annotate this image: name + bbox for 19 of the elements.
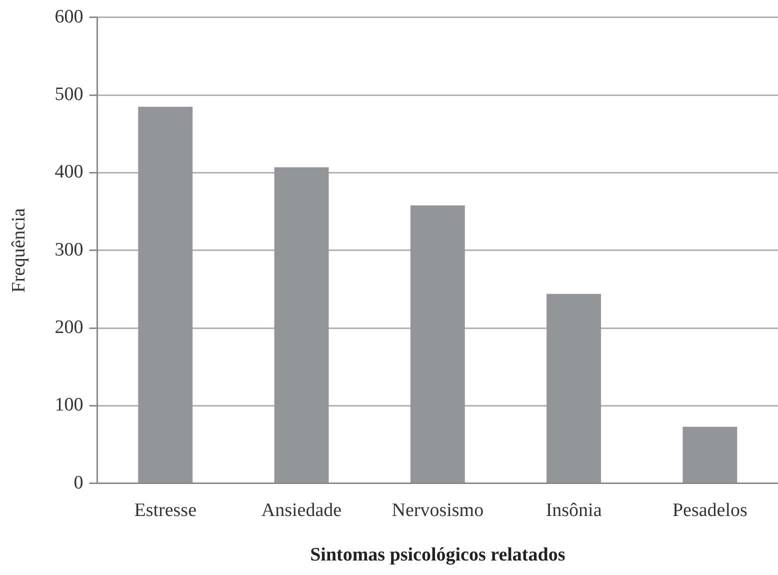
bar — [410, 205, 465, 483]
bar — [546, 294, 602, 483]
y-tick-label: 0 — [74, 472, 84, 494]
x-tick-label: Insônia — [546, 500, 602, 521]
y-axis-title: Frequência — [8, 208, 30, 293]
x-axis-title: Sintomas psicológicos relatados — [310, 544, 566, 566]
bar — [682, 426, 738, 483]
bar — [138, 106, 193, 483]
y-tick-label: 100 — [54, 394, 84, 416]
y-tick-label: 500 — [54, 84, 84, 106]
x-tick-label: Pesadelos — [672, 500, 748, 521]
x-tick-label: Nervosismo — [392, 500, 484, 521]
y-tick-label: 300 — [54, 239, 84, 260]
x-tick-label: Ansiedade — [261, 500, 342, 521]
x-tick-label: Estresse — [134, 500, 197, 521]
bar — [274, 167, 329, 483]
y-tick-label: 400 — [54, 162, 84, 183]
y-tick-label: 200 — [54, 317, 84, 338]
y-tick-label: 600 — [54, 6, 84, 28]
